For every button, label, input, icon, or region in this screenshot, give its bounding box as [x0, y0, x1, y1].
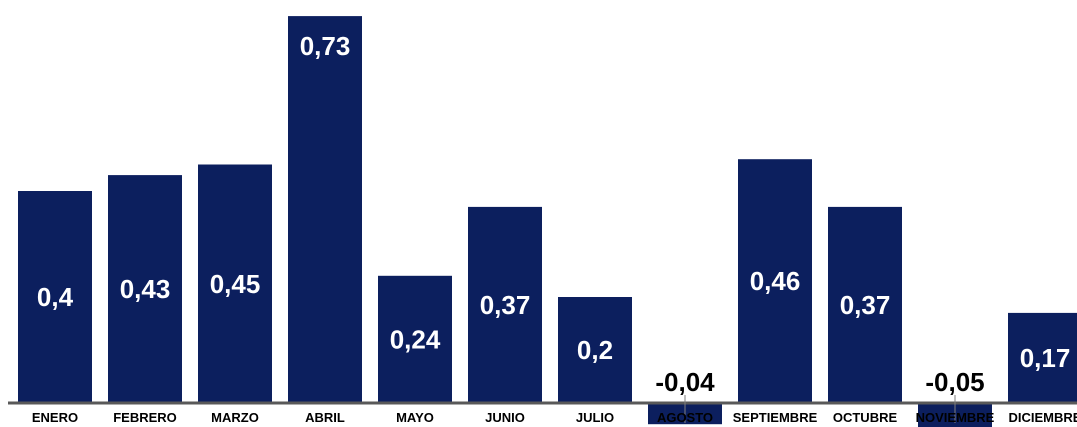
bars-layer [18, 16, 1077, 427]
category-label-mayo: MAYO [396, 410, 434, 425]
bar-abril [288, 16, 362, 403]
value-label-marzo: 0,45 [210, 269, 261, 299]
bar-octubre [828, 206, 902, 403]
labels-layer: 0,4 ENERO 0,43 FEBRERO 0,45 MARZO 0,73 ABRIL 0,2… [32, 31, 1077, 425]
category-label-diciembre: DICIEMBRE [1009, 410, 1077, 425]
value-label-septiembre: 0,46 [750, 266, 801, 296]
category-label-febrero: FEBRERO [113, 410, 177, 425]
category-label-agosto: AGOSTO [657, 410, 713, 425]
bar-diciembre [1008, 312, 1077, 403]
value-label-diciembre: 0,17 [1020, 343, 1071, 373]
bar-febrero [108, 175, 182, 403]
category-label-enero: ENERO [32, 410, 78, 425]
value-label-julio: 0,2 [577, 335, 613, 365]
bar-junio [468, 206, 542, 403]
bar-mayo [378, 275, 452, 403]
category-label-noviembre: NOVIEMBRE [916, 410, 995, 425]
bar-septiembre [738, 159, 812, 403]
value-label-junio: 0,37 [480, 290, 531, 320]
category-label-junio: JUNIO [485, 410, 525, 425]
category-label-septiembre: SEPTIEMBRE [733, 410, 818, 425]
value-label-abril: 0,73 [300, 31, 351, 61]
value-label-octubre: 0,37 [840, 290, 891, 320]
category-label-marzo: MARZO [211, 410, 259, 425]
value-label-agosto: -0,04 [655, 367, 715, 397]
value-label-noviembre: -0,05 [925, 367, 984, 397]
value-label-mayo: 0,24 [390, 324, 441, 354]
bar-julio [558, 297, 632, 403]
category-label-abril: ABRIL [305, 410, 345, 425]
bar-marzo [198, 164, 272, 403]
category-label-octubre: OCTUBRE [833, 410, 898, 425]
value-label-enero: 0,4 [37, 282, 74, 312]
bar-enero [18, 191, 92, 403]
value-label-febrero: 0,43 [120, 274, 171, 304]
category-label-julio: JULIO [576, 410, 614, 425]
